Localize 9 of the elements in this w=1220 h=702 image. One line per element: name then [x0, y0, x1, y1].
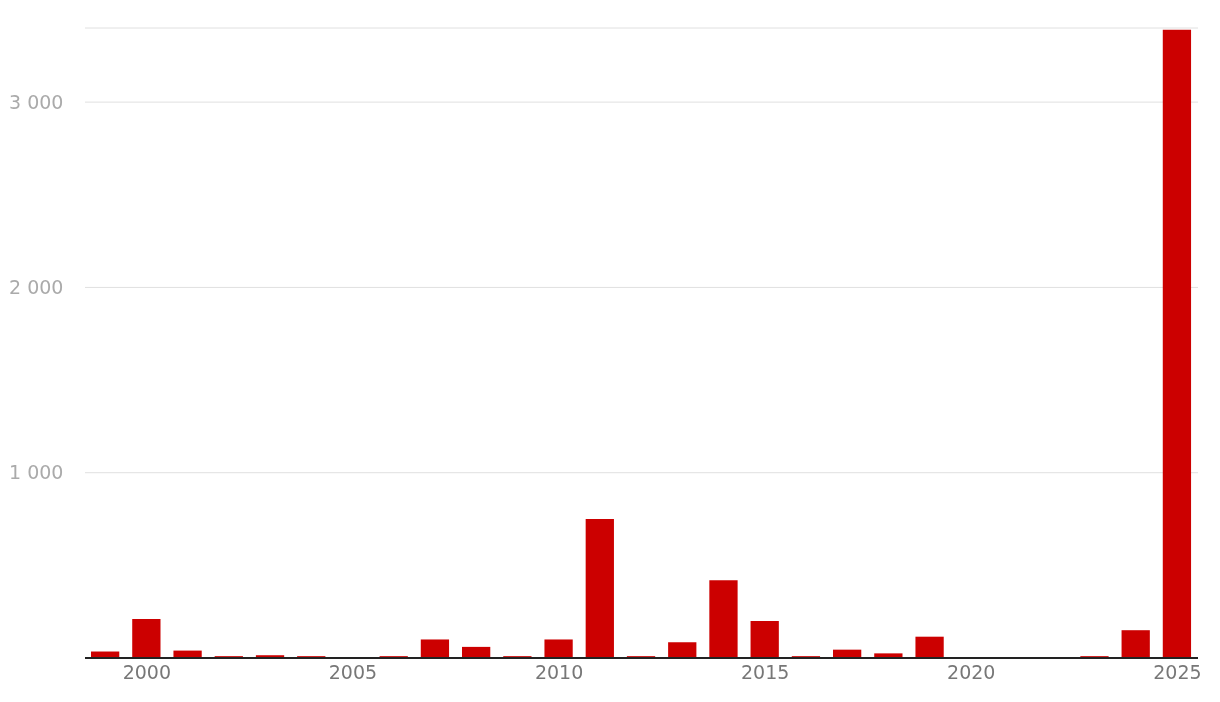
x-tick-label: 2025 — [1153, 661, 1202, 684]
y-tick-label: 1 000 — [9, 461, 64, 484]
x-tick-label: 2010 — [534, 661, 584, 684]
x-tick-label: 2000 — [122, 661, 172, 684]
x-tick-label: 2005 — [328, 661, 378, 684]
x-tick-label: 2015 — [740, 661, 790, 684]
y-tick-label: 3 000 — [9, 90, 64, 113]
y-tick-label: 2 000 — [9, 276, 64, 299]
x-tick-label: 2020 — [947, 661, 996, 684]
